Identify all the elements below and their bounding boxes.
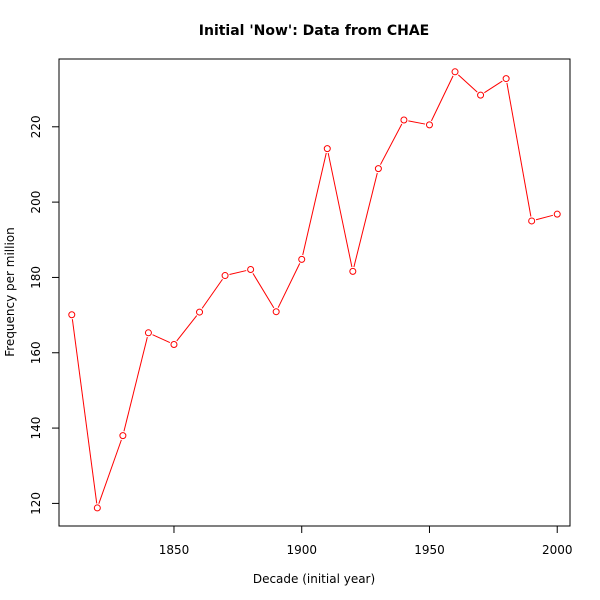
data-point-1990 bbox=[528, 217, 536, 225]
data-point-1980 bbox=[502, 75, 510, 83]
series-line-segment bbox=[71, 319, 98, 504]
series-line-segment bbox=[408, 120, 426, 125]
series-line-segment bbox=[201, 278, 223, 309]
series-line-segment bbox=[380, 123, 403, 165]
data-point-1810 bbox=[68, 311, 76, 319]
y-tick-label: 200 bbox=[29, 191, 43, 214]
series-line-segment bbox=[277, 263, 301, 308]
series-line-segment bbox=[229, 270, 247, 276]
series-line-segment bbox=[176, 315, 198, 342]
data-point-1920 bbox=[349, 267, 357, 275]
y-tick-label: 140 bbox=[29, 417, 43, 440]
data-point-1830 bbox=[119, 432, 127, 440]
series-line-segment bbox=[252, 273, 275, 309]
series-line-segment bbox=[98, 439, 122, 504]
data-point-2000 bbox=[553, 210, 561, 218]
series-line-segment bbox=[353, 172, 378, 268]
data-point-1840 bbox=[144, 329, 152, 337]
series-line-segment bbox=[484, 80, 503, 94]
x-axis-label: Decade (initial year) bbox=[253, 572, 375, 586]
series-line-segment bbox=[458, 74, 478, 93]
data-point-1880 bbox=[247, 266, 255, 274]
data-point-1970 bbox=[477, 91, 485, 99]
x-tick-label: 2000 bbox=[542, 543, 573, 557]
data-point-1900 bbox=[298, 255, 306, 263]
y-tick-label: 160 bbox=[29, 341, 43, 364]
x-axis: 1850 1900 1950 2000 bbox=[159, 526, 573, 557]
series-layer bbox=[68, 68, 561, 512]
data-point-1890 bbox=[272, 308, 280, 316]
y-axis-label: Frequency per million bbox=[3, 227, 17, 357]
series-line-segment bbox=[506, 82, 532, 217]
data-point-1850 bbox=[170, 340, 178, 348]
y-tick-label: 220 bbox=[29, 115, 43, 138]
plot-frame bbox=[58, 58, 571, 527]
x-tick-label: 1950 bbox=[414, 543, 445, 557]
data-point-1950 bbox=[425, 121, 433, 129]
data-point-1960 bbox=[451, 68, 459, 76]
data-point-1870 bbox=[221, 272, 229, 280]
data-point-1860 bbox=[196, 308, 204, 316]
series-line-segment bbox=[302, 152, 327, 256]
data-point-1910 bbox=[323, 145, 331, 153]
series-line-segment bbox=[123, 337, 148, 432]
series-line-segment bbox=[430, 75, 454, 122]
x-tick-label: 1850 bbox=[159, 543, 190, 557]
x-tick-label: 1900 bbox=[286, 543, 317, 557]
data-point-1820 bbox=[93, 504, 101, 512]
data-point-1940 bbox=[400, 116, 408, 124]
y-tick-label: 180 bbox=[29, 266, 43, 289]
y-axis: 120 140 160 180 200 220 bbox=[29, 115, 59, 515]
series-line-segment bbox=[152, 334, 171, 344]
y-tick-label: 120 bbox=[29, 492, 43, 515]
chart-title: Initial 'Now': Data from CHAE bbox=[199, 23, 429, 39]
series-line-segment bbox=[327, 152, 353, 268]
data-point-1930 bbox=[374, 165, 382, 173]
series-line-segment bbox=[535, 214, 554, 221]
